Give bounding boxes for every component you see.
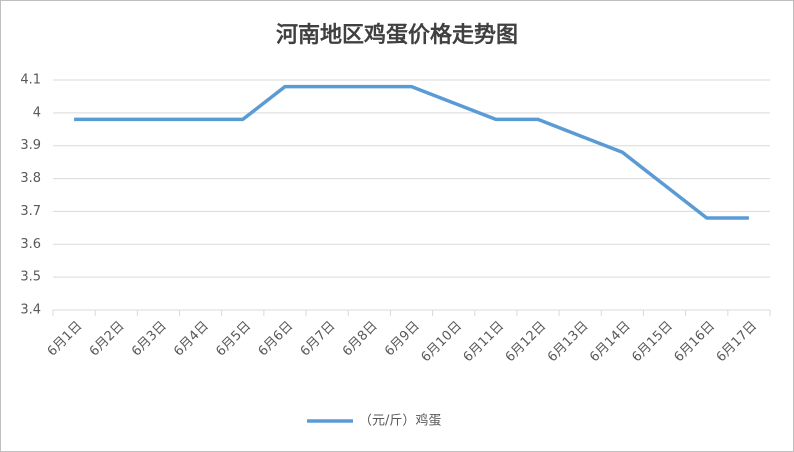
y-tick-label: 3.5 bbox=[20, 270, 41, 285]
y-tick-label: 3.8 bbox=[20, 171, 41, 186]
y-tick-label: 4 bbox=[33, 105, 41, 120]
y-tick-label: 3.6 bbox=[20, 237, 41, 252]
legend-label: （元/斤）鸡蛋 bbox=[359, 413, 441, 429]
chart-title: 河南地区鸡蛋价格走势图 bbox=[276, 22, 518, 48]
y-tick-label: 3.7 bbox=[20, 204, 41, 219]
y-tick-label: 3.4 bbox=[20, 303, 41, 318]
y-tick-label: 3.9 bbox=[20, 138, 41, 153]
y-tick-label: 4.1 bbox=[20, 73, 41, 88]
data-line bbox=[74, 84, 749, 220]
